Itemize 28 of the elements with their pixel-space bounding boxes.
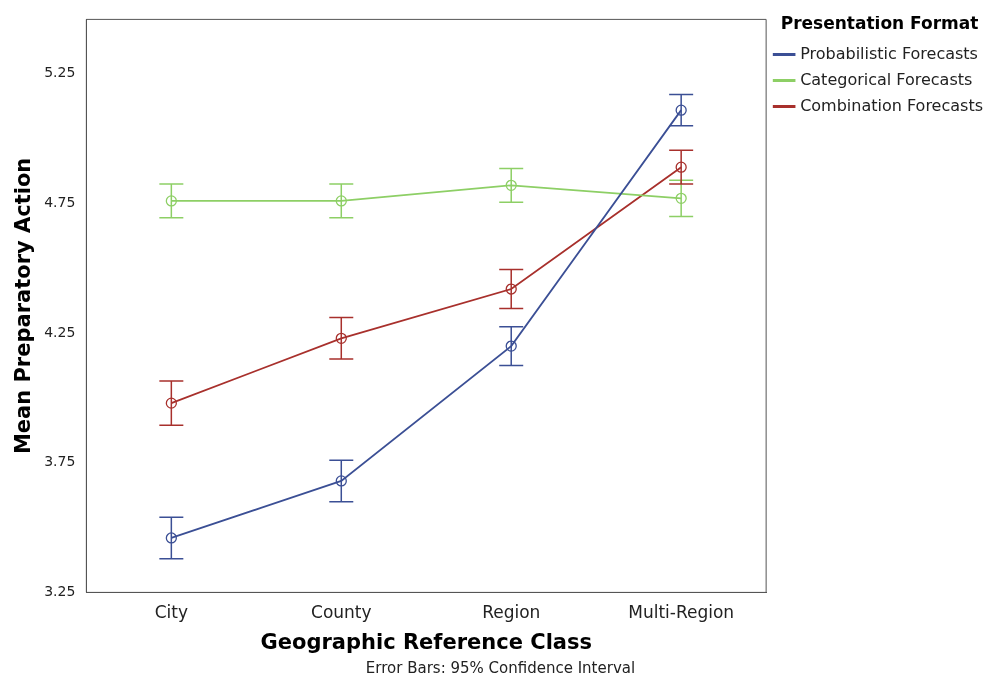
legend-label: Categorical Forecasts [800,69,973,89]
x-tick-label: County [311,602,372,623]
point [505,340,517,352]
y-axis-title: Mean Preparatory Action [11,157,36,455]
y-tick-label: 4.25 [44,323,76,340]
point [165,397,177,409]
legend-label: Combination Forecasts [800,95,984,115]
y-tick-label: 3.25 [44,583,76,600]
x-tick-label: Region [482,602,541,623]
point [505,283,517,295]
point [675,192,687,204]
point [505,179,517,191]
point [675,161,687,173]
point [335,475,347,487]
y-tick-label: 5.25 [44,64,76,81]
point [675,104,687,116]
point [335,332,347,344]
x-tick-label: City [154,602,189,623]
point [335,195,347,207]
point [165,195,177,207]
text: Error Bars: 95% Confidence Interval [365,658,636,677]
y-tick-label: 3.75 [44,453,76,470]
point [165,532,177,544]
legend-label: Probabilistic Forecasts [800,43,978,63]
x-axis-title: Geographic Reference Class [260,629,593,654]
legend-title: Presentation Format [780,12,979,33]
y-tick-label: 4.75 [44,194,76,211]
x-tick-label: Multi-Region [628,602,735,623]
